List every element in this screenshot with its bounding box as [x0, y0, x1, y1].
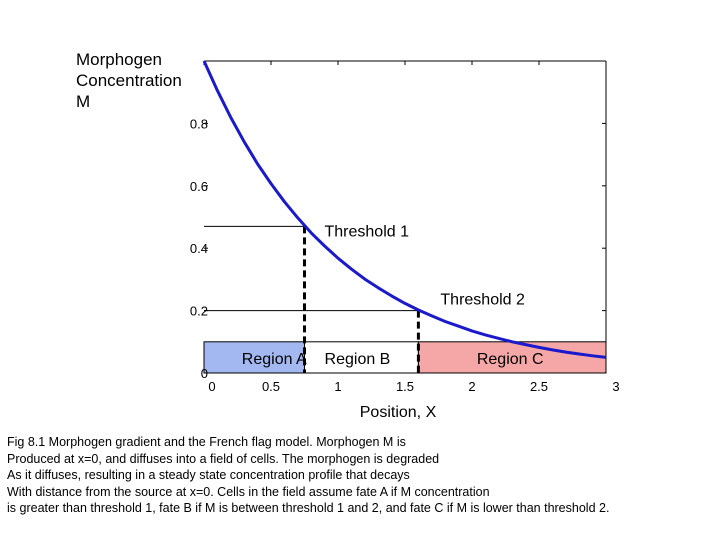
caption-line: Fig 8.1 Morphogen gradient and the Frenc… — [7, 435, 406, 449]
x-tick-label: 1 — [334, 379, 341, 394]
threshold-lines — [204, 225, 420, 373]
y-axis-label: Morphogen — [76, 50, 162, 69]
y-tick-label: 0 — [201, 366, 208, 381]
x-tick-label: 2 — [468, 379, 475, 394]
plot-frame — [204, 60, 607, 373]
x-axis-label: Position, X — [360, 404, 437, 421]
region-label: Region B — [325, 351, 391, 368]
threshold-label: Threshold 2 — [440, 292, 525, 309]
region-band — [304, 341, 419, 374]
y-axis-label: M — [76, 92, 90, 111]
threshold-label: Threshold 1 — [325, 223, 410, 240]
region-band — [203, 341, 305, 374]
caption-line: As it diffuses, resulting in a steady st… — [7, 468, 410, 482]
figure-caption: Fig 8.1 Morphogen gradient and the Frenc… — [7, 434, 713, 517]
x-tick-label: 1.5 — [396, 379, 414, 394]
morphogen-chart: Region A Region B Region C 0 0.2 0.4 0.6 0.8 0 0.… — [76, 50, 620, 421]
chart-labels: Region A Region B Region C 0 0.2 0.4 0.6 0.8 0 0.… — [76, 50, 620, 421]
y-tick-label: 0.8 — [190, 116, 208, 131]
x-tick-label: 0.5 — [262, 379, 280, 394]
tick-marks — [203, 60, 607, 374]
region-label: Region A — [242, 351, 307, 368]
concentration-curve — [202, 60, 607, 359]
y-tick-label: 0.4 — [190, 241, 208, 256]
x-tick-label: 0 — [208, 379, 215, 394]
y-tick-label: 0.2 — [190, 304, 208, 319]
caption-line: With distance from the source at x=0. Ce… — [7, 484, 490, 499]
concentration-curve-group — [202, 60, 607, 359]
x-tick-label: 2.5 — [530, 379, 548, 394]
x-tick-label: 3 — [612, 379, 619, 394]
y-axis-label: Concentration — [76, 71, 182, 90]
caption-line: is greater than threshold 1, fate B if M… — [7, 501, 610, 515]
caption-line: Produced at x=0, and diffuses into a fie… — [7, 451, 440, 466]
region-label: Region C — [477, 351, 544, 368]
y-tick-label: 0.6 — [190, 179, 208, 194]
